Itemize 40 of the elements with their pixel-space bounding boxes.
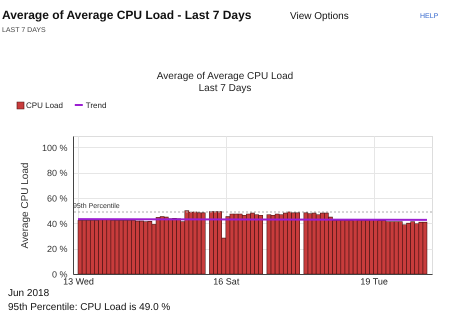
bar	[422, 222, 428, 274]
x-tick-label: 16 Sat	[213, 276, 240, 286]
bar	[156, 217, 160, 274]
bar	[94, 220, 99, 274]
bar	[258, 214, 264, 274]
bar	[135, 220, 140, 274]
y-axis-title: Average CPU Load	[20, 162, 31, 248]
bar	[295, 212, 300, 274]
y-tick-label: 100 %	[42, 142, 68, 153]
x-tick-label: 13 Wed	[63, 276, 94, 286]
y-tick-label: 60 %	[46, 194, 68, 204]
bar	[172, 218, 177, 274]
y-tick-label: 80 %	[46, 168, 68, 178]
bar	[192, 212, 198, 274]
bar	[213, 211, 218, 274]
bar	[308, 213, 312, 274]
bar	[328, 216, 333, 274]
bar	[348, 220, 354, 274]
bar	[114, 220, 120, 274]
y-tick-label: 20 %	[46, 244, 68, 254]
legend-label: CPU Load	[26, 101, 63, 110]
text: View Options	[290, 11, 349, 22]
chart-title: Average of Average CPU Load - Last 7 Days	[2, 8, 252, 22]
text: Last 7 Days	[198, 83, 252, 94]
text: Jun 2018	[8, 288, 50, 299]
bar	[369, 219, 374, 274]
bar	[250, 212, 255, 274]
text: Average of Average CPU Load	[156, 71, 294, 82]
legend-label: Trend	[86, 101, 106, 110]
bar	[200, 212, 206, 274]
bar	[406, 222, 411, 274]
bar	[234, 214, 238, 274]
x-tick-label: 19 Tue	[360, 276, 388, 286]
text: 95th Percentile: CPU Load is 49.0 %	[8, 302, 170, 313]
bar	[270, 214, 276, 274]
y-tick-label: 40 %	[46, 218, 68, 229]
bar	[386, 221, 390, 274]
bar	[291, 212, 296, 274]
y-tick-label: 0 %	[52, 270, 68, 280]
bar	[78, 220, 82, 274]
